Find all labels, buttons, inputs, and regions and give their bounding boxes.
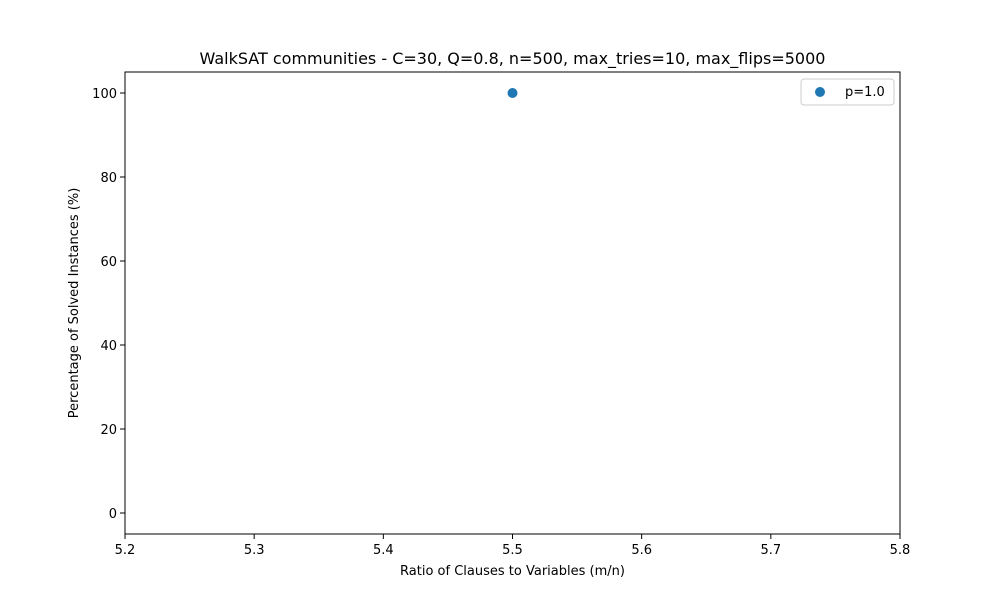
y-tick-label: 60 bbox=[100, 255, 117, 270]
x-tick-label: 5.5 bbox=[502, 543, 523, 558]
x-tick-label: 5.2 bbox=[115, 543, 136, 558]
data-points bbox=[507, 88, 518, 98]
x-axis-ticks: 5.2 5.3 5.4 5.5 5.6 5.7 5.8 bbox=[115, 534, 911, 558]
plot-area bbox=[124, 71, 901, 535]
x-tick-label: 5.6 bbox=[631, 543, 652, 558]
y-axis-ticks: 0 20 40 60 80 100 bbox=[92, 87, 125, 522]
y-tick-label: 80 bbox=[100, 171, 117, 186]
y-axis-label: Percentage of Solved Instances (%) bbox=[67, 188, 82, 419]
legend: p=1.0 bbox=[800, 78, 895, 106]
x-axis-label: Ratio of Clauses to Variables (m/n) bbox=[400, 564, 625, 579]
legend-label: p=1.0 bbox=[845, 85, 885, 100]
x-tick-label: 5.4 bbox=[373, 543, 394, 558]
x-tick-label: 5.3 bbox=[244, 543, 265, 558]
y-tick-label: 40 bbox=[100, 339, 117, 354]
y-tick-label: 0 bbox=[109, 507, 117, 522]
y-tick-label: 20 bbox=[100, 423, 117, 438]
x-tick-label: 5.8 bbox=[890, 543, 911, 558]
data-point bbox=[507, 88, 518, 98]
chart-title: WalkSAT communities - C=30, Q=0.8, n=500… bbox=[200, 49, 826, 69]
legend-marker bbox=[815, 87, 825, 97]
legend-box bbox=[800, 78, 895, 106]
y-tick-label: 100 bbox=[92, 87, 117, 102]
x-tick-label: 5.7 bbox=[760, 543, 781, 558]
